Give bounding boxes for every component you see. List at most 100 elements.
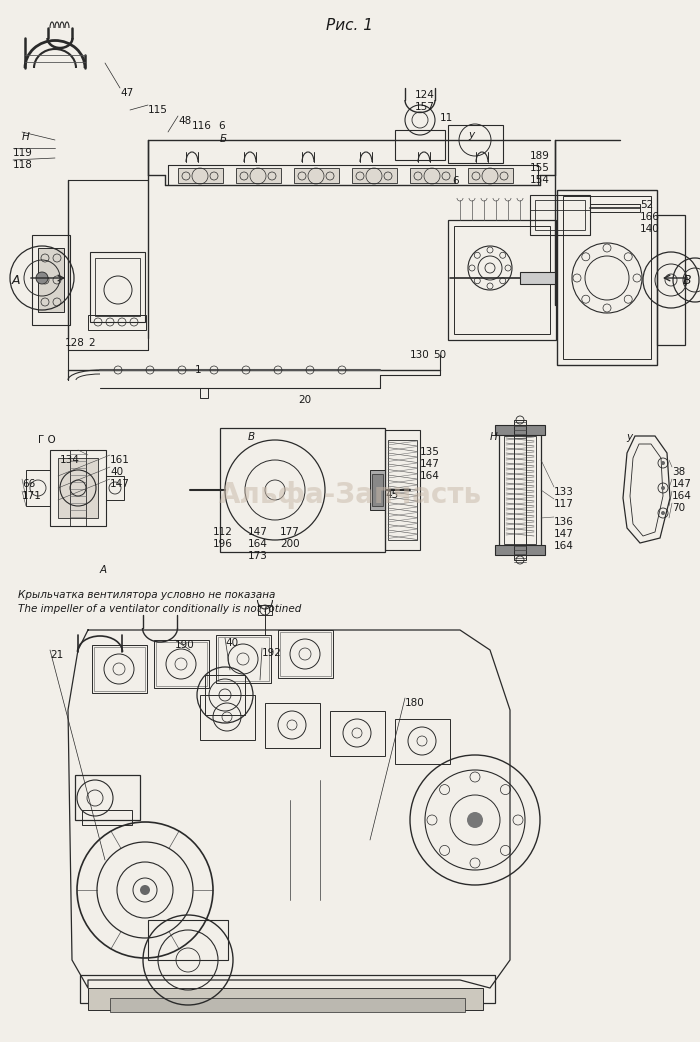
Bar	[82, 810, 132, 825]
Text: 112: 112	[213, 527, 233, 537]
Bar	[495, 545, 545, 555]
Bar	[75, 775, 140, 820]
Text: 133: 133	[554, 487, 574, 497]
Bar	[557, 190, 657, 365]
Text: В: В	[248, 432, 255, 442]
Bar	[38, 248, 64, 312]
Text: 155: 155	[530, 163, 550, 173]
Bar	[205, 675, 245, 715]
Text: 50: 50	[433, 350, 446, 359]
Text: 147: 147	[672, 479, 692, 489]
Bar	[58, 458, 98, 518]
Text: 124: 124	[415, 90, 435, 100]
Text: 115: 115	[148, 105, 168, 115]
Text: A: A	[12, 274, 20, 287]
Text: The impeller of a ventilator conditionally is not rotined: The impeller of a ventilator conditional…	[18, 604, 302, 614]
Bar	[90, 252, 145, 322]
Bar	[265, 703, 320, 748]
Text: Н: Н	[490, 432, 498, 442]
Bar	[218, 637, 269, 681]
Bar	[520, 272, 555, 284]
Circle shape	[36, 272, 48, 284]
Text: Н: Н	[22, 132, 29, 142]
Circle shape	[467, 812, 483, 828]
Bar	[468, 168, 513, 183]
Bar	[236, 168, 281, 183]
Bar	[32, 235, 70, 325]
Bar	[216, 635, 271, 683]
Bar	[258, 605, 272, 615]
Text: у: у	[626, 432, 632, 442]
Text: 38: 38	[672, 467, 685, 477]
Text: Крыльчатка вентилятора условно не показана: Крыльчатка вентилятора условно не показа…	[18, 590, 275, 600]
Text: 119: 119	[13, 148, 33, 158]
Text: Рис. 1: Рис. 1	[326, 18, 374, 33]
Circle shape	[661, 511, 665, 515]
Bar	[370, 470, 385, 510]
Text: 20: 20	[298, 395, 311, 405]
Text: В: В	[683, 274, 692, 287]
Bar	[372, 474, 383, 506]
Text: 6: 6	[218, 121, 225, 131]
Text: 40: 40	[225, 638, 238, 648]
Bar	[88, 315, 146, 330]
Bar	[395, 719, 450, 764]
Text: 171: 171	[22, 491, 42, 501]
Bar	[448, 220, 556, 340]
Text: 11: 11	[440, 113, 454, 123]
Text: 6: 6	[452, 176, 458, 187]
Text: 134: 134	[60, 455, 80, 465]
Bar	[352, 168, 397, 183]
Bar	[514, 420, 526, 560]
Text: 166: 166	[640, 212, 660, 222]
Bar	[454, 226, 550, 334]
Bar	[106, 476, 124, 500]
Bar	[95, 258, 140, 316]
Text: 70: 70	[672, 503, 685, 513]
Bar	[88, 988, 483, 1010]
Bar	[220, 428, 385, 552]
Text: 2: 2	[88, 338, 95, 348]
Text: Г О: Г О	[38, 435, 56, 445]
Bar	[499, 431, 541, 549]
Text: 147: 147	[554, 529, 574, 539]
Text: 136: 136	[554, 517, 574, 527]
Bar	[92, 645, 147, 693]
Text: 192: 192	[262, 648, 282, 658]
Bar	[200, 388, 208, 398]
Bar	[535, 200, 585, 230]
Text: 147: 147	[420, 458, 440, 469]
Circle shape	[140, 885, 150, 895]
Bar	[94, 647, 145, 691]
Text: 161: 161	[110, 455, 130, 465]
Text: 21: 21	[50, 650, 63, 660]
Bar	[50, 450, 106, 526]
Bar	[80, 975, 495, 1003]
Text: Б: Б	[220, 134, 227, 144]
Bar	[278, 630, 333, 678]
Text: 40: 40	[110, 467, 123, 477]
Text: 116: 116	[192, 121, 212, 131]
Text: 154: 154	[530, 175, 550, 185]
Text: 196: 196	[213, 539, 233, 549]
Bar	[563, 196, 651, 359]
Text: А: А	[100, 565, 107, 575]
Bar	[200, 695, 255, 740]
Bar	[448, 125, 503, 163]
Text: 52: 52	[640, 200, 653, 210]
Text: 147: 147	[110, 479, 130, 489]
Bar	[26, 470, 50, 506]
Text: 66: 66	[22, 479, 35, 489]
Text: 1: 1	[195, 365, 202, 375]
Bar	[178, 168, 223, 183]
Text: 200: 200	[280, 539, 300, 549]
Circle shape	[661, 486, 665, 490]
Text: 164: 164	[554, 541, 574, 551]
Bar	[154, 640, 209, 688]
Text: 157: 157	[415, 102, 435, 111]
Text: 118: 118	[13, 160, 33, 170]
Text: 117: 117	[554, 499, 574, 508]
Bar	[385, 430, 420, 550]
Bar	[504, 436, 536, 544]
Bar	[395, 130, 445, 160]
